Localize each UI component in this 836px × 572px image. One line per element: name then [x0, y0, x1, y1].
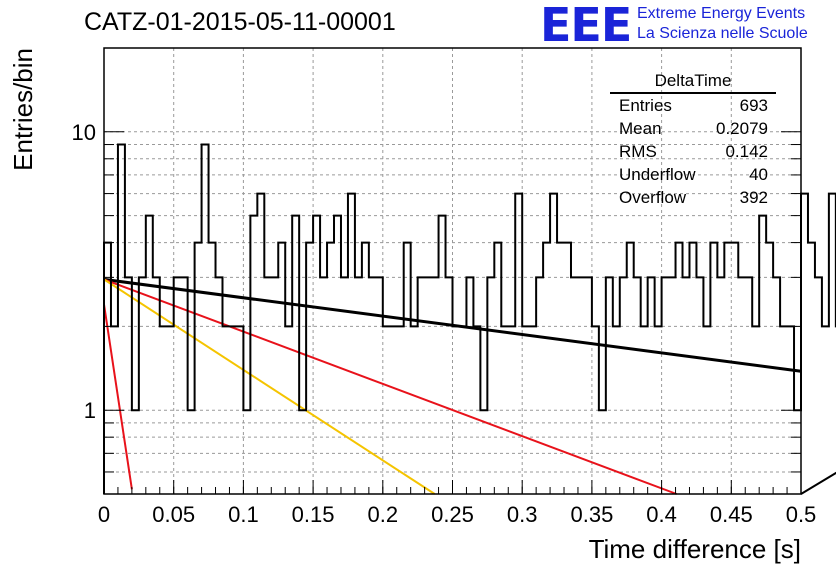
- logo-line-2: La Scienza nelle Scuole: [637, 25, 808, 42]
- x-tick-label: 0.5: [786, 502, 817, 527]
- stats-label: RMS: [619, 142, 657, 161]
- stats-row-underflow: Underflow 40: [610, 163, 776, 186]
- stats-value: 0.142: [725, 142, 768, 161]
- stats-row-overflow: Overflow 392: [610, 186, 776, 209]
- eee-logo: EEE: [540, 0, 632, 52]
- x-tick-label: 0.15: [292, 502, 335, 527]
- stats-row-rms: RMS 0.142: [610, 140, 776, 163]
- x-tick-label: 0: [98, 502, 110, 527]
- y-tick-label: 10: [72, 120, 96, 145]
- x-tick-label: 0.25: [431, 502, 474, 527]
- x-tick-label: 0.2: [368, 502, 399, 527]
- stats-label: Mean: [619, 119, 662, 138]
- run-title: CATZ-01-2015-05-11-00001: [84, 8, 396, 36]
- stats-label: Overflow: [619, 188, 687, 207]
- stats-label: Underflow: [619, 165, 696, 184]
- stats-row-entries: Entries 693: [610, 94, 776, 117]
- stats-box: DeltaTime Entries 693 Mean 0.2079 RMS 0.…: [610, 70, 776, 209]
- x-tick-label: 0.4: [646, 502, 677, 527]
- stats-value: 0.2079: [716, 119, 768, 138]
- stats-title: DeltaTime: [610, 70, 776, 94]
- x-tick-label: 0.35: [570, 502, 613, 527]
- logo-line-1: Extreme Energy Events: [637, 5, 806, 22]
- stats-label: Entries: [619, 96, 672, 115]
- stats-row-mean: Mean 0.2079: [610, 117, 776, 140]
- axis-labels: 0 0.05 0.1 0.15 0.2 0.25 0.3 0.35 0.4 0.45 0.5 1 10 T…: [8, 48, 816, 564]
- stats-value: 693: [739, 96, 768, 115]
- x-tick-label: 0.1: [228, 502, 259, 527]
- y-tick-label: 1: [84, 398, 96, 423]
- x-tick-label: 0.3: [507, 502, 538, 527]
- y-axis-label: Entries/bin: [8, 48, 38, 171]
- fit-line-3: [103, 278, 436, 495]
- fit-line-2: [103, 278, 677, 495]
- stats-value: 392: [739, 188, 768, 207]
- stats-value: 40: [749, 165, 768, 184]
- fit-line-4: [103, 304, 133, 490]
- x-axis-label: Time difference [s]: [589, 534, 801, 564]
- x-tick-label: 0.45: [710, 502, 753, 527]
- x-tick-label: 0.05: [152, 502, 195, 527]
- axis-ticks: [103, 47, 802, 495]
